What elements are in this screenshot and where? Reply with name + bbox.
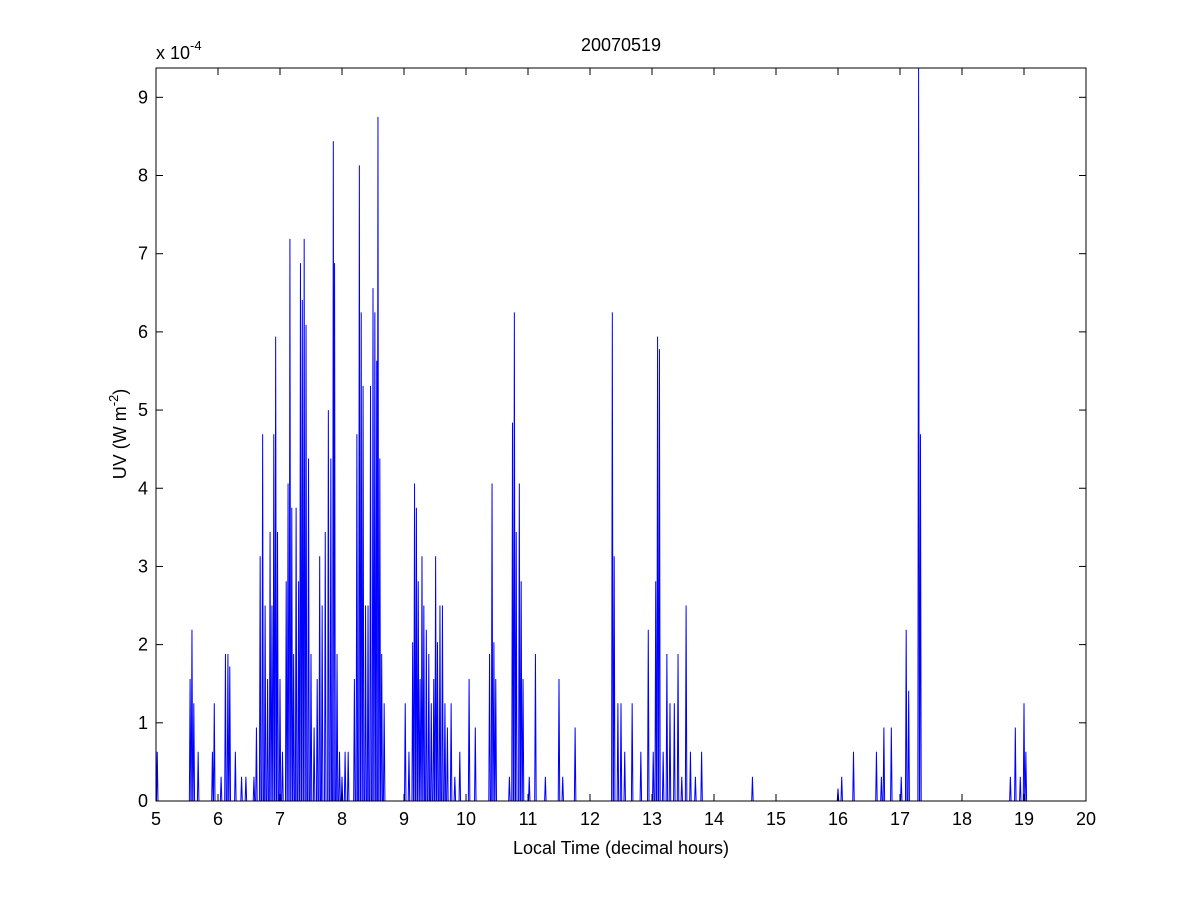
y-tick-label: 1 xyxy=(138,713,148,733)
x-tick-label: 9 xyxy=(399,809,409,829)
y-multiplier-base: x 10 xyxy=(156,43,190,63)
x-tick-label: 6 xyxy=(213,809,223,829)
y-tick-label: 5 xyxy=(138,400,148,420)
x-tick-label: 17 xyxy=(890,809,910,829)
y-tick-label: 0 xyxy=(138,791,148,811)
y-tick-label: 7 xyxy=(138,244,148,264)
y-tick-label: 2 xyxy=(138,635,148,655)
x-tick-label: 18 xyxy=(952,809,972,829)
y-multiplier: x 10-4 xyxy=(156,38,202,63)
y-axis-label-main: UV (W m xyxy=(110,406,130,479)
x-tick-label: 14 xyxy=(704,809,724,829)
y-axis-label-exponent: -2 xyxy=(106,395,121,407)
x-tick-label: 20 xyxy=(1076,809,1096,829)
chart-title: 20070519 xyxy=(581,35,661,55)
plot-frame xyxy=(155,67,1087,802)
x-tick-label: 15 xyxy=(766,809,786,829)
y-tick-label: 4 xyxy=(138,478,148,498)
x-tick-label: 16 xyxy=(828,809,848,829)
x-tick-label: 12 xyxy=(580,809,600,829)
x-tick-label: 5 xyxy=(151,809,161,829)
y-tick-label: 6 xyxy=(138,322,148,342)
x-tick-label: 8 xyxy=(337,809,347,829)
y-tick-label: 3 xyxy=(138,556,148,576)
x-tick-label: 13 xyxy=(642,809,662,829)
x-tick-label: 7 xyxy=(275,809,285,829)
y-axis-label-close: ) xyxy=(110,389,130,395)
y-tick-label: 9 xyxy=(138,87,148,107)
x-tick-label: 19 xyxy=(1014,809,1034,829)
x-tick-label: 10 xyxy=(456,809,476,829)
y-multiplier-exponent: -4 xyxy=(190,38,202,53)
y-axis-label: UV (W m-2) xyxy=(106,389,130,480)
y-tick-label: 8 xyxy=(138,166,148,186)
x-tick-label: 11 xyxy=(519,809,538,829)
x-axis-label: Local Time (decimal hours) xyxy=(513,838,729,858)
